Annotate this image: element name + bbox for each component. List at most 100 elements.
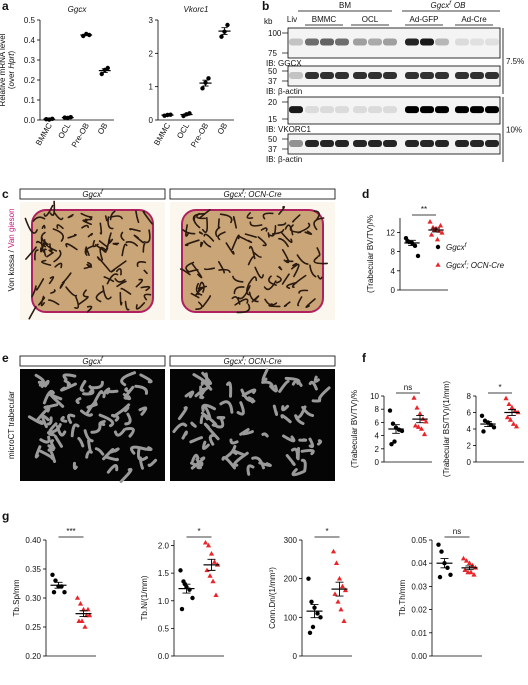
- y-tick-label: 0.5: [24, 16, 36, 25]
- data-point: [219, 34, 224, 39]
- error-bar: [432, 227, 440, 233]
- lane-label: Liv: [287, 15, 297, 24]
- band: [405, 72, 419, 79]
- data-point: [390, 421, 396, 426]
- significance-label: **: [421, 205, 427, 214]
- band: [470, 140, 484, 147]
- band: [485, 38, 499, 46]
- band: [305, 72, 319, 79]
- data-point: [190, 595, 195, 601]
- data-point: [206, 76, 211, 81]
- y-tick-label: 6: [375, 418, 380, 427]
- data-point: [448, 572, 453, 577]
- data-point: [491, 425, 497, 430]
- error-bar: [408, 239, 416, 247]
- text-part: Ggcx: [82, 357, 102, 366]
- data-point: [437, 222, 444, 228]
- band: [383, 140, 397, 147]
- error-bar: [440, 558, 449, 569]
- trabeculae: [179, 205, 328, 314]
- data-point: [437, 574, 443, 580]
- y-tick-label: 8: [375, 405, 380, 414]
- error-bar: [101, 68, 108, 73]
- data-point: [51, 590, 57, 595]
- lane-label: Ad-Cre: [461, 15, 487, 24]
- x-tick-label: OCL: [175, 121, 191, 140]
- data-point: [80, 606, 87, 612]
- text-part: Von kossa: [7, 254, 16, 291]
- band: [455, 106, 469, 114]
- data-point: [436, 542, 441, 547]
- chart-title: Vkorc1: [184, 5, 209, 14]
- y-tick-label: 0.40: [25, 536, 41, 545]
- data-point: [509, 404, 515, 410]
- y-tick-label: 0: [149, 116, 154, 125]
- band: [470, 72, 484, 79]
- data-point: [62, 590, 67, 595]
- data-point: [428, 232, 435, 237]
- text-part: f: [242, 357, 245, 363]
- panel-letter: g: [2, 509, 9, 523]
- error-bar: [465, 565, 474, 571]
- data-point: [53, 578, 58, 583]
- data-point: [310, 624, 316, 630]
- significance-label: *: [325, 527, 328, 536]
- data-point: [225, 22, 230, 28]
- y-tick-label: 0.04: [411, 559, 427, 568]
- header-box: [169, 188, 336, 200]
- band: [485, 72, 499, 79]
- data-point: [342, 587, 349, 593]
- data-point: [99, 71, 104, 77]
- data-point: [468, 569, 474, 575]
- data-point: [330, 548, 337, 554]
- data-point: [471, 572, 477, 577]
- band: [305, 38, 319, 46]
- data-point: [205, 542, 212, 548]
- band: [305, 106, 319, 114]
- significance-label: ns: [404, 383, 412, 392]
- band: [405, 140, 419, 147]
- trabeculae: [27, 371, 158, 483]
- text-part: f: [465, 261, 468, 267]
- band: [420, 38, 434, 46]
- text-part: f: [101, 357, 104, 363]
- y-tick-label: 2: [149, 49, 154, 58]
- y-tick-label: 2.0: [158, 542, 170, 551]
- panel-letter: f: [362, 351, 367, 365]
- y-axis-label: (Trabecular BS/TV)/(1/mm): [442, 381, 451, 477]
- data-point: [318, 615, 323, 620]
- band: [470, 106, 484, 114]
- error-bar: [484, 421, 492, 427]
- y-tick-label: 6: [467, 409, 472, 418]
- text-part: Van gieson: [7, 208, 16, 247]
- text-part: Ggcx: [82, 190, 102, 199]
- x-tick-label: OCL: [56, 121, 72, 140]
- band: [335, 106, 349, 114]
- band: [383, 106, 397, 114]
- band: [383, 72, 397, 79]
- y-tick-label: 0.30: [25, 594, 41, 603]
- band: [335, 72, 349, 79]
- x-tick-label: BMMC: [152, 121, 172, 147]
- blot-kda: kb: [264, 17, 273, 26]
- band: [485, 140, 499, 147]
- band: [368, 72, 382, 79]
- band: [353, 106, 367, 114]
- data-point: [178, 568, 183, 573]
- band: [289, 38, 303, 46]
- data-point: [460, 555, 467, 561]
- chart-title: Ggcx: [68, 5, 88, 14]
- data-point: [210, 578, 216, 584]
- side-label: microCT trabecular: [7, 391, 16, 459]
- band: [470, 38, 484, 46]
- text-part: f: [465, 243, 468, 249]
- significance-label: *: [498, 383, 501, 392]
- panel-letter: a: [2, 0, 9, 13]
- y-tick-label: 0.5: [158, 624, 170, 633]
- blot-group-header: BM: [339, 1, 351, 10]
- y-axis-label: Tb.N/(1/mm): [140, 575, 149, 620]
- header-box: [19, 188, 166, 200]
- text-part: (over: [7, 69, 16, 89]
- band: [420, 140, 434, 147]
- y-tick-label: 0.35: [25, 565, 41, 574]
